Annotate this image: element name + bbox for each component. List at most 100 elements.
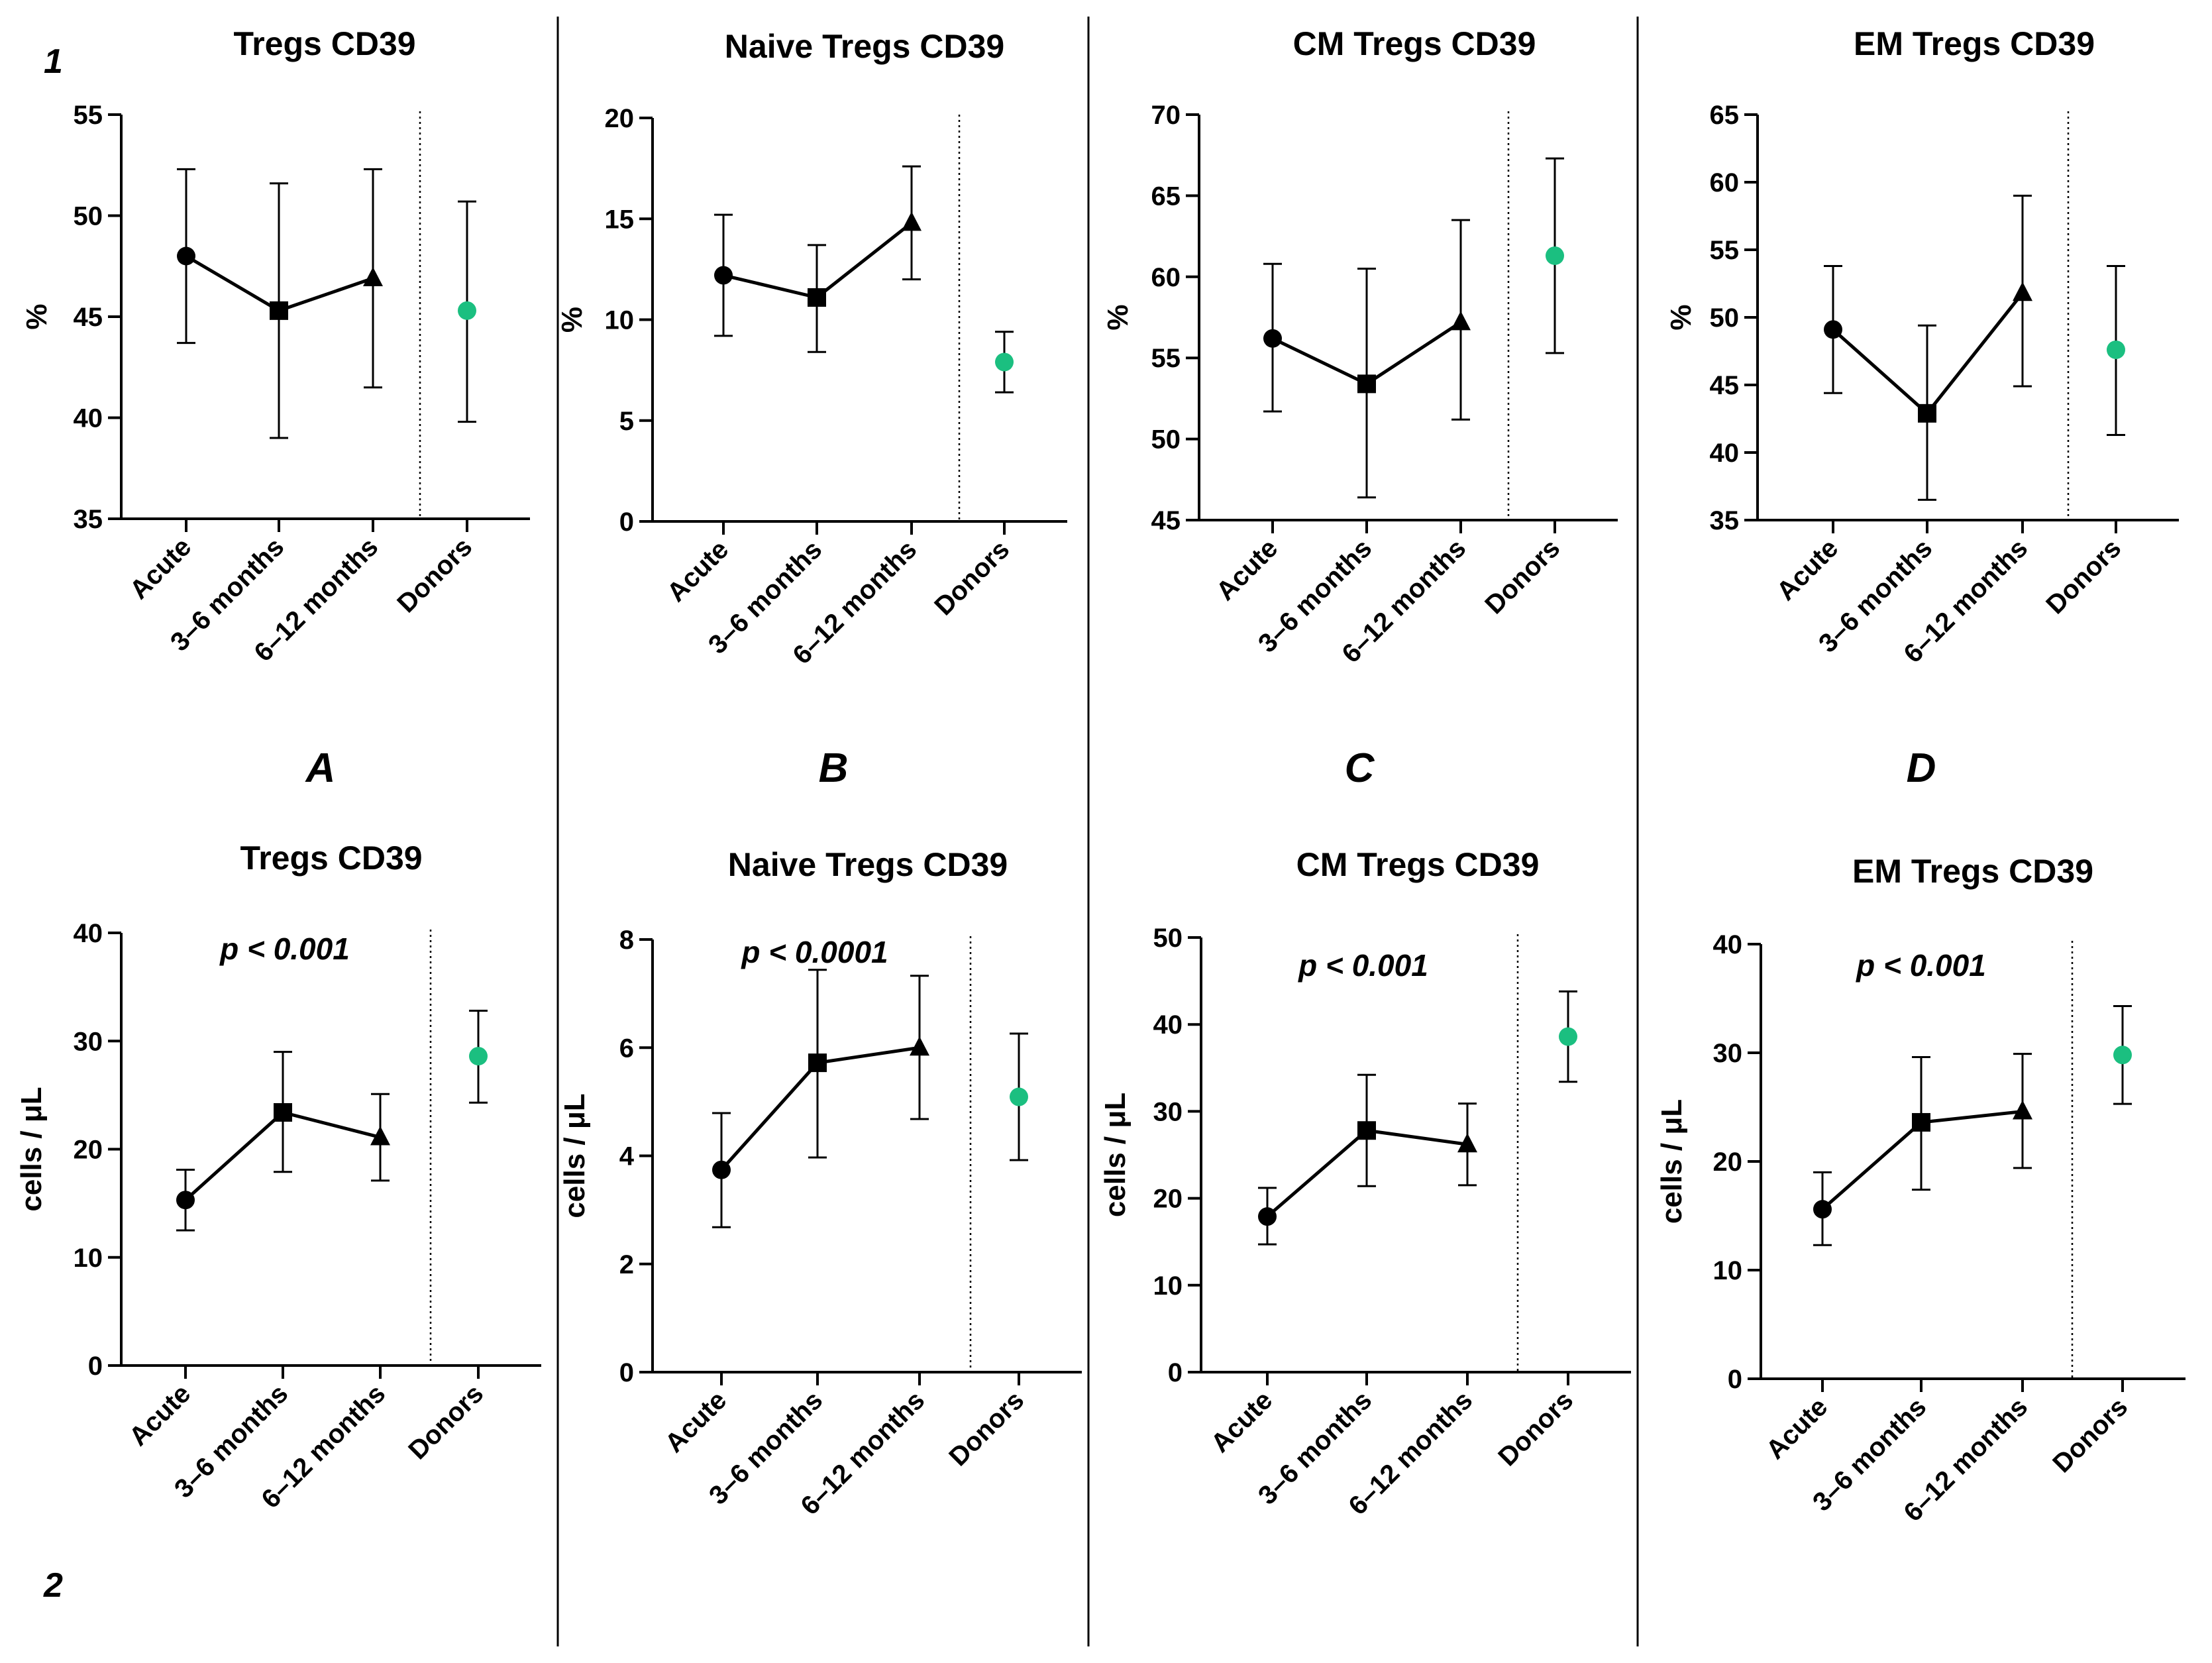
y-tick-label: 65 [1710,101,1740,130]
data-point-triangle [2013,1100,2032,1120]
y-tick-label: 45 [1710,371,1740,400]
panel-dividers [556,17,1639,1646]
y-tick-label: 20 [1713,1148,1743,1177]
y-tick-label: 45 [74,303,103,332]
x-tick-label: Acute [124,1379,197,1452]
donor-data-point [2107,340,2125,359]
y-axis-label: % [556,307,588,333]
y-axis-label: % [21,303,53,329]
chart-title: CM Tregs CD39 [1293,25,1536,62]
data-point-triangle [1451,311,1471,331]
y-tick-label: 20 [74,1136,103,1165]
x-tick-label: Acute [1771,533,1844,606]
data-point-circle [1258,1207,1277,1226]
data-point-circle [1263,329,1282,348]
y-axis-label: cells / μL [1099,1093,1132,1217]
x-tick-label: Donors [1479,533,1565,619]
y-tick-label: 35 [74,505,103,534]
y-tick-label: 2 [619,1250,634,1279]
y-tick-label: 40 [74,919,103,948]
chart-title: Naive Tregs CD39 [725,28,1004,65]
row-label-1: 1 [44,42,63,81]
data-point-triangle [910,1036,929,1056]
y-tick-label: 40 [1713,930,1743,959]
y-tick-label: 20 [1153,1185,1183,1214]
chart-title: EM Tregs CD39 [1854,25,2095,62]
donor-data-point [1559,1027,1577,1046]
data-point-triangle [2013,282,2032,301]
x-tick-label: Acute [660,1385,733,1458]
data-point-square [274,1102,292,1122]
y-tick-label: 55 [1710,236,1740,265]
chart-title: EM Tregs CD39 [1852,853,2093,890]
x-tick-label: Acute [1206,1385,1279,1458]
donor-data-point [1010,1087,1028,1106]
data-point-square [1918,403,1936,423]
x-tick-label: Acute [125,532,197,605]
donor-data-point [2113,1046,2132,1065]
data-point-triangle [363,267,383,287]
y-tick-label: 70 [1151,101,1181,130]
y-tick-label: 65 [1151,182,1181,211]
x-tick-label: Acute [1761,1392,1834,1465]
data-point-circle [1824,320,1842,339]
y-tick-label: 40 [1153,1010,1183,1040]
x-tick-label: Donors [943,1385,1029,1472]
p-value-annotation: p < 0.001 [1855,948,1986,983]
y-tick-label: 55 [74,101,103,130]
y-tick-label: 20 [605,104,635,133]
data-point-triangle [370,1126,390,1146]
y-tick-label: 30 [1713,1039,1743,1068]
p-value-annotation: p < 0.001 [219,932,350,966]
donor-data-point [458,301,476,320]
y-axis-label: % [1102,304,1134,330]
data-point-circle [712,1160,731,1179]
column-label-a: A [305,745,336,791]
data-point-circle [177,246,195,266]
donor-data-point [1546,246,1564,265]
y-tick-label: 10 [1153,1271,1183,1301]
data-point-triangle [902,211,922,231]
data-point-square [808,288,826,307]
y-tick-label: 10 [74,1244,103,1273]
y-axis-label: % [1665,304,1697,330]
data-point-square [1912,1112,1930,1132]
y-tick-label: 0 [1168,1358,1183,1387]
donor-data-point [469,1047,488,1066]
y-tick-label: 5 [619,407,634,436]
y-tick-label: 50 [1151,425,1181,455]
y-tick-label: 0 [88,1352,103,1381]
chart-title: CM Tregs CD39 [1296,846,1540,883]
data-point-square [808,1053,827,1073]
data-point-square [1357,1121,1376,1140]
y-tick-label: 55 [1151,344,1181,373]
y-tick-label: 60 [1151,263,1181,292]
y-tick-label: 40 [74,404,103,433]
data-point-triangle [1457,1133,1477,1153]
data-point-circle [1813,1200,1832,1219]
y-tick-label: 40 [1710,439,1740,468]
y-axis-label: cells / μL [15,1087,48,1211]
y-tick-label: 0 [1728,1365,1742,1394]
chart-title: Naive Tregs CD39 [728,846,1008,883]
x-tick-label: Donors [2047,1392,2133,1478]
y-tick-label: 4 [619,1142,635,1171]
y-tick-label: 60 [1710,168,1740,197]
column-label-d: D [1907,745,1936,791]
y-tick-label: 30 [1153,1097,1183,1126]
column-label-b: B [819,745,849,791]
data-point-circle [176,1191,195,1210]
x-tick-label: Acute [662,535,735,608]
y-tick-label: 0 [619,1358,634,1387]
y-tick-label: 0 [619,508,634,537]
y-tick-label: 30 [74,1027,103,1056]
x-tick-label: Acute [1211,533,1284,606]
